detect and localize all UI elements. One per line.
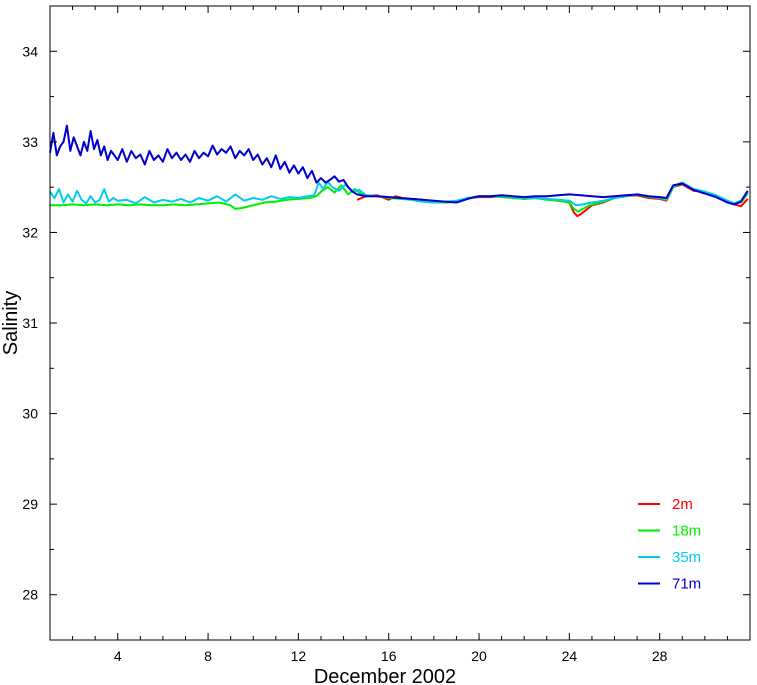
plot-frame <box>49 5 751 641</box>
y-axis-title: Salinity <box>0 291 22 355</box>
legend: 2m 18m 35m 71m <box>638 496 701 593</box>
legend-label-2m: 2m <box>672 496 693 513</box>
legend-label-71m: 71m <box>672 576 701 593</box>
y-tick-label: 29 <box>22 496 38 512</box>
y-tick-label: 33 <box>22 134 38 150</box>
legend-label-35m: 35m <box>672 549 701 566</box>
series-line-71m <box>49 124 749 206</box>
x-tick-label: 8 <box>204 648 212 664</box>
y-tick-label: 32 <box>22 224 38 240</box>
series-layer <box>49 124 749 218</box>
y-tick-label: 30 <box>22 406 38 422</box>
legend-label-18m: 18m <box>672 523 701 540</box>
x-tick-label: 4 <box>114 648 122 664</box>
y-tick-label: 28 <box>22 587 38 603</box>
x-axis-title: December 2002 <box>314 666 456 685</box>
x-tick-label: 16 <box>381 648 397 664</box>
y-tick-label: 34 <box>22 43 38 59</box>
x-tick-label: 24 <box>562 648 578 664</box>
ticks-layer: 28 29 30 31 32 33 34 4 8 12 16 20 24 28 <box>22 5 750 664</box>
x-tick-label: 28 <box>652 648 668 664</box>
x-tick-label: 20 <box>471 648 487 664</box>
y-tick-label: 31 <box>22 315 38 331</box>
series-line-35m <box>49 180 749 207</box>
x-tick-label: 12 <box>291 648 307 664</box>
